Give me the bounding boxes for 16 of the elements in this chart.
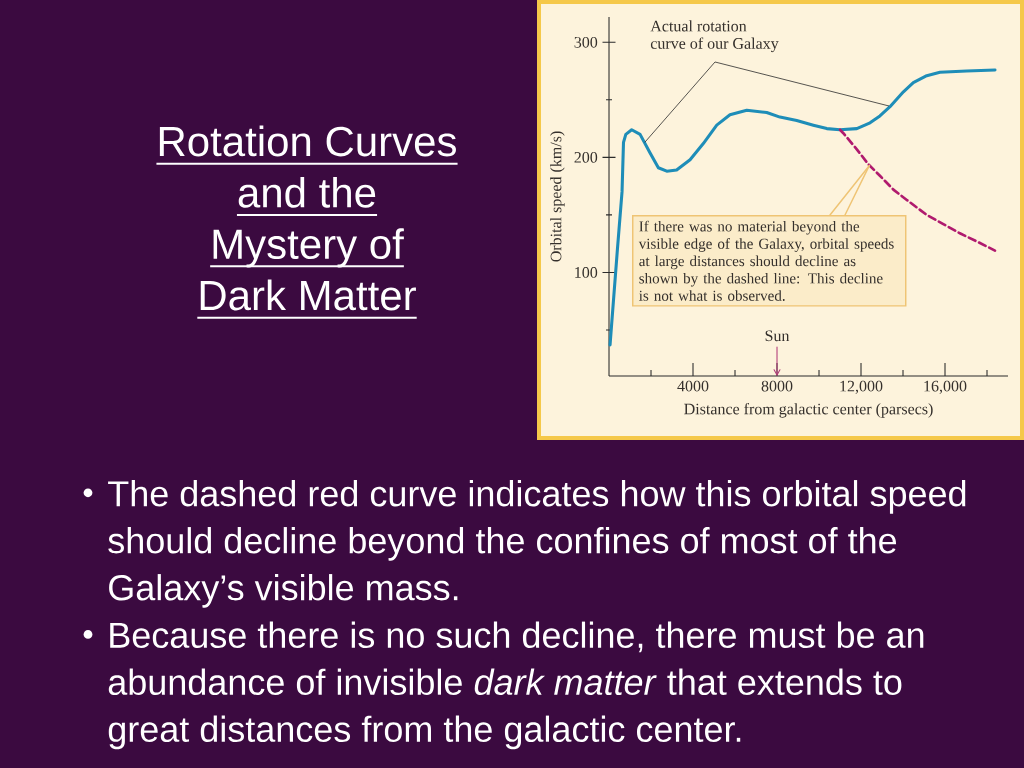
x-axis-title: Distance from galactic center (parsecs)	[684, 402, 933, 418]
y-tick-label: 300	[574, 36, 598, 48]
x-tick-label: 8000	[761, 380, 793, 392]
x-tick-label: 4000	[677, 380, 709, 392]
y-tick-label: 100	[575, 267, 598, 278]
text: The dashed red curve indicates how this orbital speed should decline beyond the confines of most of the Galaxy’s visible mass.	[108, 480, 966, 608]
x-tick-label: 16,000	[924, 380, 967, 394]
y-axis-title: Orbital speed (km/s)	[550, 131, 565, 262]
ref-line-label: Sun	[765, 330, 790, 342]
text: Because there is no such decline, there must be an abundance of invisible dark matter that extends to great distances from the galactic center.	[108, 621, 924, 750]
annotation: If there was no material beyond the visible edge of the Galaxy, orbital speeds at large distances should decline as shown by the dashed line: This decline is not what is observed.	[638, 220, 894, 301]
annotation: Actual rotation curve of our Galaxy	[650, 20, 779, 53]
y-tick-label: 200	[574, 151, 598, 163]
line-series	[608, 68, 997, 347]
text: Rotation Curves and the Mystery of Dark Matter	[159, 125, 456, 311]
x-tick-label: 12,000	[840, 380, 883, 394]
